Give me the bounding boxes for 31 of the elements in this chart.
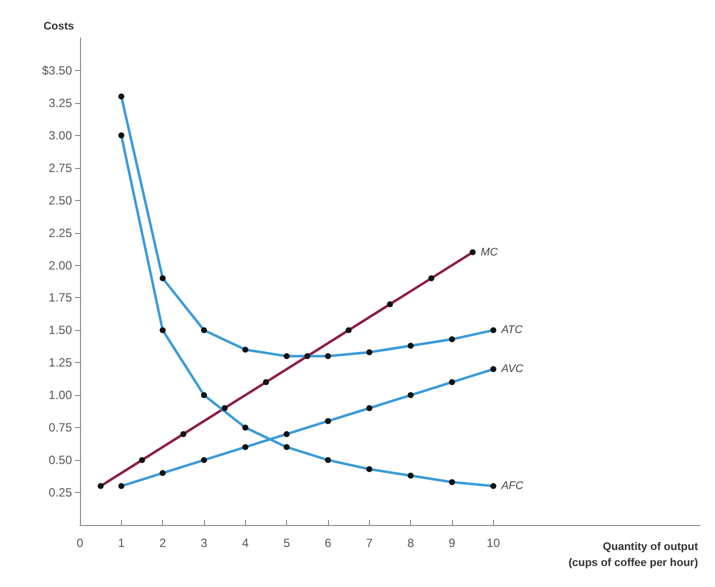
y-axis-title: Costs — [43, 20, 74, 32]
x-tick-label: 4 — [242, 536, 249, 550]
y-tick-label: 2.50 — [48, 193, 72, 208]
x-tick-label: 6 — [324, 536, 332, 550]
y-tick-label: 1.75 — [48, 290, 72, 305]
y-tick-label: 2.75 — [48, 160, 72, 175]
x-tick-label: 7 — [366, 536, 373, 550]
x-tick-label: 1 — [118, 536, 125, 550]
y-tick-label: 1.50 — [48, 323, 72, 338]
y-tick-label: $3.50 — [42, 63, 72, 78]
y-tick-label: 3.25 — [48, 96, 72, 110]
series-label: AFC — [500, 480, 524, 492]
y-tick-label: 0.25 — [48, 486, 72, 500]
series-label: AVC — [500, 363, 524, 376]
x-tick-label: 3 — [200, 536, 208, 550]
y-tick-label: 3.00 — [48, 128, 72, 142]
y-tick-label: 2.25 — [48, 226, 72, 240]
y-tick-label: 0.75 — [48, 420, 72, 435]
x-tick-label: 8 — [407, 536, 414, 550]
y-tick-label: 1.00 — [48, 388, 72, 402]
x-tick-label: 9 — [448, 536, 456, 550]
series-label: ATC — [500, 324, 523, 336]
y-tick-label: 1.25 — [48, 356, 72, 370]
x-tick-label: 2 — [159, 536, 166, 550]
y-tick-label: 0.50 — [48, 453, 72, 468]
series-label: MC — [480, 246, 498, 258]
x-axis-title: Quantity of output (cups of coffee per hour) — [568, 541, 698, 569]
y-tick-label: 2.00 — [48, 258, 72, 272]
x-tick-label: 10 — [486, 536, 500, 550]
x-tick-label: 5 — [283, 536, 290, 550]
x-tick-label: 0 — [76, 536, 84, 550]
